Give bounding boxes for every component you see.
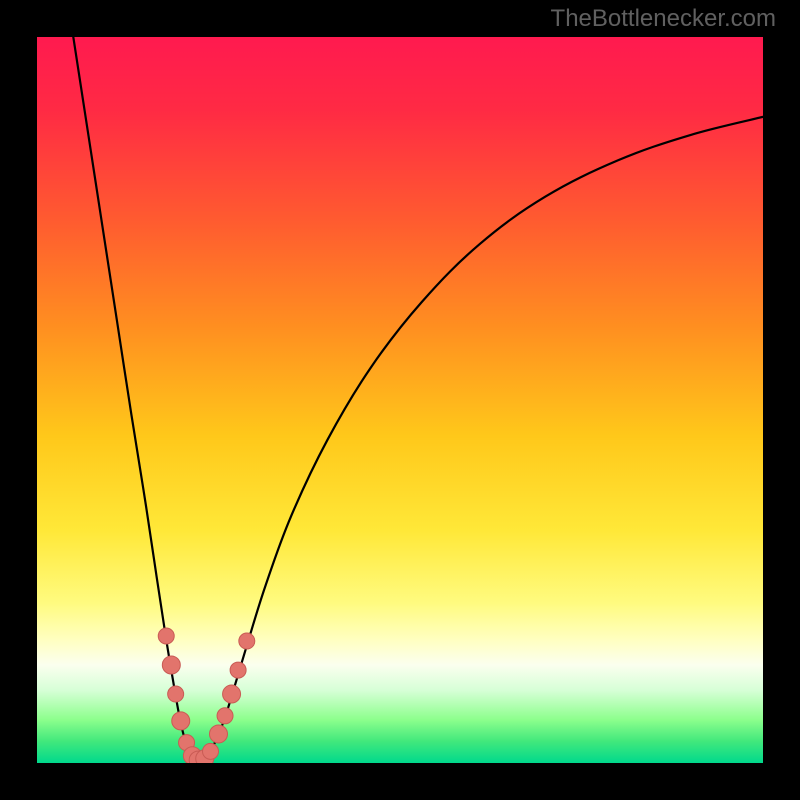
marker-dot <box>217 708 233 724</box>
marker-dot <box>162 656 180 674</box>
marker-dot <box>239 633 255 649</box>
watermark-text: TheBottlenecker.com <box>551 5 776 33</box>
marker-group <box>158 628 255 769</box>
curve-left <box>73 37 198 761</box>
marker-dot <box>168 686 184 702</box>
marker-dot <box>230 662 246 678</box>
marker-dot <box>203 743 219 759</box>
marker-dot <box>158 628 174 644</box>
chart-root: TheBottlenecker.com <box>0 0 800 800</box>
marker-dot <box>210 725 228 743</box>
marker-dot <box>223 685 241 703</box>
curves-layer <box>0 0 800 800</box>
marker-dot <box>172 712 190 730</box>
curve-right <box>198 117 763 761</box>
